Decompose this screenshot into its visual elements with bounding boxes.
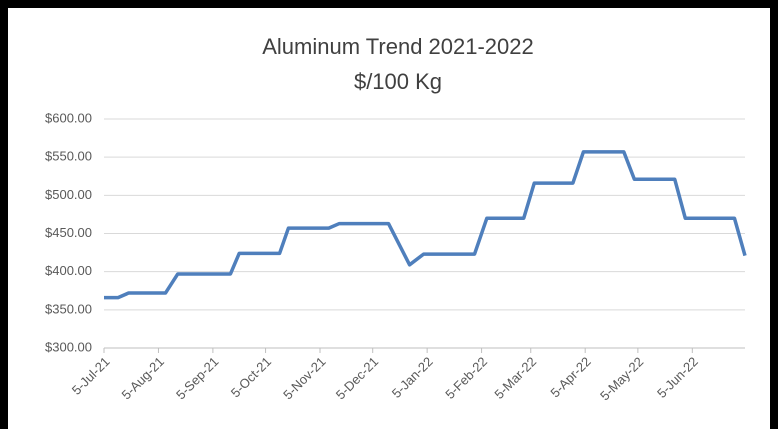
y-tick-label: $400.00 xyxy=(45,263,92,278)
line-series xyxy=(104,150,747,300)
y-tick-label: $300.00 xyxy=(45,339,92,354)
y-tick-label: $350.00 xyxy=(45,301,92,316)
chart-subtitle: $/100 Kg xyxy=(354,69,442,94)
y-tick-label: $500.00 xyxy=(45,187,92,202)
y-tick-label: $450.00 xyxy=(45,225,92,240)
y-tick-label: $550.00 xyxy=(45,149,92,164)
chart-background xyxy=(8,8,770,429)
chart-title: Aluminum Trend 2021-2022 xyxy=(262,34,534,59)
y-tick-label: $600.00 xyxy=(45,110,92,125)
